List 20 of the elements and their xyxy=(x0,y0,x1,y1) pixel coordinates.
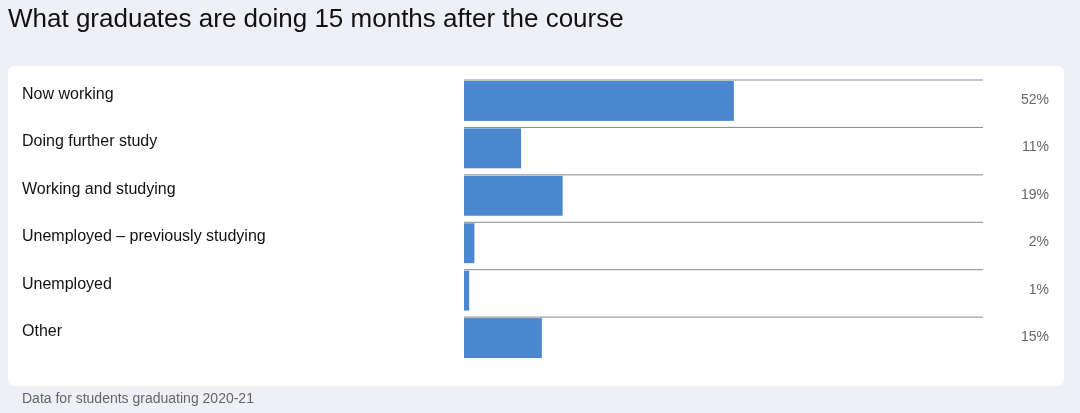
y-tick-label: Unemployed – previously studying xyxy=(22,227,266,245)
chart-title: What graduates are doing 15 months after the course xyxy=(8,3,624,33)
y-tick-label: Now working xyxy=(22,85,114,102)
data-label: 52% xyxy=(1020,91,1049,107)
bar xyxy=(464,270,470,311)
text: Data for students graduating 2020-21 xyxy=(22,390,255,406)
bar xyxy=(464,223,475,264)
y-tick-label: Unemployed xyxy=(22,274,112,292)
bar xyxy=(464,81,734,121)
y-tick-label: Working and studying xyxy=(22,179,176,197)
bar xyxy=(464,318,542,358)
data-label: 2% xyxy=(1028,233,1049,250)
bar xyxy=(464,128,522,169)
y-tick-label: Other xyxy=(22,322,63,340)
y-tick-label: Doing further study xyxy=(22,132,158,150)
data-label: 11% xyxy=(1022,138,1049,155)
bar xyxy=(464,175,563,216)
data-label: 1% xyxy=(1028,280,1049,297)
data-label: 15% xyxy=(1020,328,1049,345)
data-label: 19% xyxy=(1020,185,1049,202)
